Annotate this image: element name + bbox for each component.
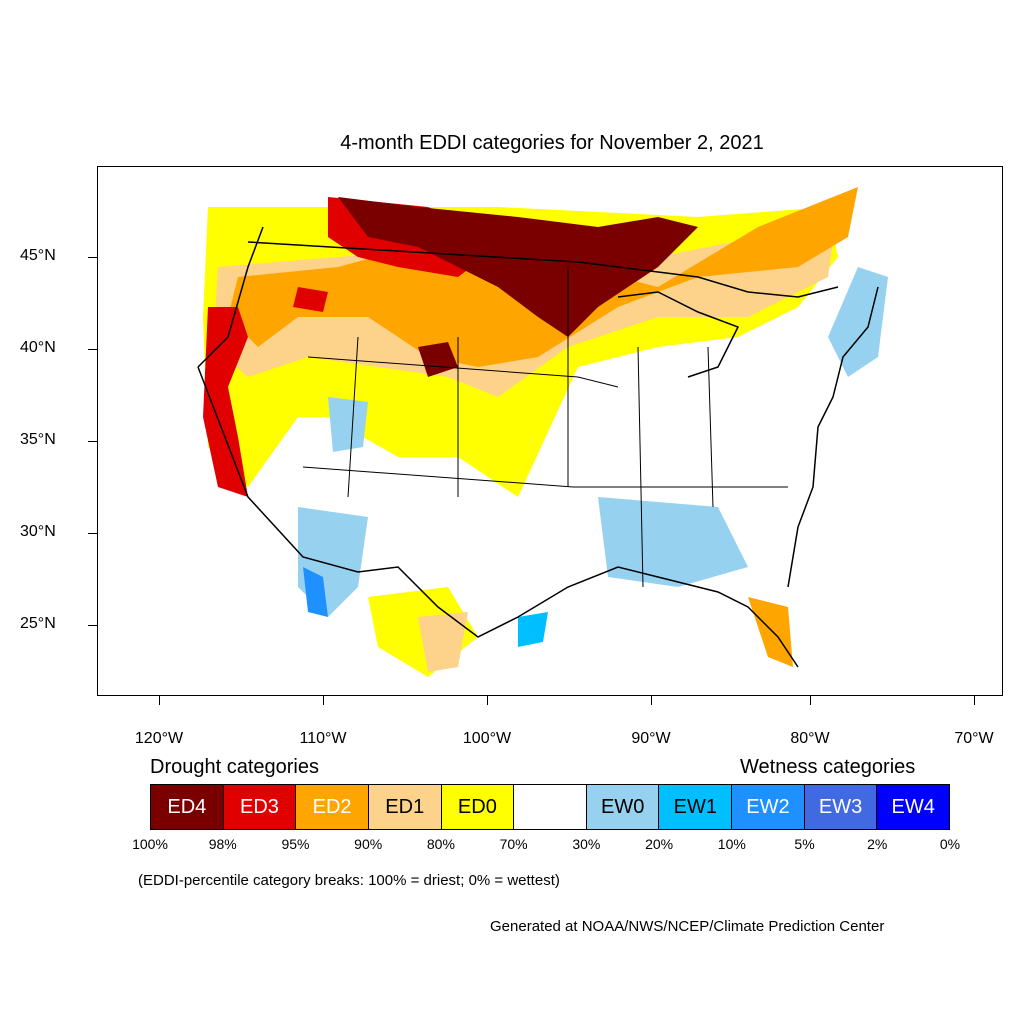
percentile-break-label: 0% (939, 836, 961, 852)
x-tick (974, 696, 975, 705)
category-legend: ED4 ED3 ED2 ED1 ED0 EW0 EW1 EW2 EW3 EW4 (150, 784, 950, 830)
legend-swatch-ew0: EW0 (586, 785, 660, 829)
percentile-break-label: 2% (867, 836, 888, 852)
legend-swatch-ew1: EW1 (659, 785, 733, 829)
ew0-area-northeast (828, 267, 888, 377)
ed1-area-south (418, 612, 468, 672)
drought-categories-title: Drought categories (150, 756, 319, 778)
legend-swatch-ed0: ED0 (441, 785, 515, 829)
x-label-100w: 100°W (462, 730, 512, 747)
y-label-25n: 25°N (20, 615, 56, 632)
ed3-area-west (203, 307, 248, 497)
category-note: (EDDI-percentile category breaks: 100% =… (138, 872, 560, 889)
y-tick (88, 349, 97, 350)
legend-swatch-ed2: ED2 (296, 785, 369, 829)
ew2-area-baja (303, 567, 328, 617)
percentile-break-label: 95% (281, 836, 310, 852)
percentile-break-label: 70% (499, 836, 528, 852)
y-label-45n: 45°N (20, 247, 56, 264)
y-label-40n: 40°N (20, 339, 56, 356)
legend-swatch-ed4: ED4 (151, 785, 224, 829)
ed3-area-nw (293, 287, 328, 312)
x-tick (487, 696, 488, 705)
percentile-break-label: 100% (132, 836, 168, 852)
x-tick (810, 696, 811, 705)
map-panel (97, 166, 1003, 696)
x-label-80w: 80°W (790, 730, 830, 747)
wetness-categories-title: Wetness categories (740, 756, 916, 778)
ed4-area-dakota (418, 342, 458, 377)
y-tick (88, 625, 97, 626)
x-label-70w: 70°W (954, 730, 994, 747)
x-tick (323, 696, 324, 705)
legend-swatch-ew3: EW3 (804, 785, 878, 829)
y-label-35n: 35°N (20, 431, 56, 448)
x-tick (651, 696, 652, 705)
y-tick (88, 441, 97, 442)
percentile-break-label: 98% (208, 836, 237, 852)
ew1-area-texas (518, 612, 548, 647)
percentile-break-label: 80% (426, 836, 455, 852)
y-tick (88, 257, 97, 258)
percentile-break-label: 10% (717, 836, 746, 852)
x-label-90w: 90°W (631, 730, 671, 747)
x-label-120w: 120°W (134, 730, 184, 747)
ed4-area (338, 197, 698, 337)
conus-map (197, 177, 888, 687)
ew0-area-mountain (328, 397, 368, 452)
map-title: 4-month EDDI categories for November 2, … (340, 132, 764, 154)
percentile-break-label: 90% (354, 836, 383, 852)
legend-swatch-normal (514, 785, 587, 829)
percentile-break-label: 5% (794, 836, 815, 852)
legend-swatch-ew2: EW2 (732, 785, 805, 829)
legend-swatch-ed1: ED1 (368, 785, 442, 829)
percentile-break-label: 20% (645, 836, 674, 852)
boundary-lines (197, 226, 879, 668)
percentile-break-label: 30% (572, 836, 601, 852)
y-tick (88, 533, 97, 534)
y-label-30n: 30°N (20, 523, 56, 540)
legend-swatch-ed3: ED3 (223, 785, 297, 829)
ed2-area-florida (748, 597, 793, 667)
x-tick (159, 696, 160, 705)
ew0-area-southeast (598, 497, 748, 587)
x-label-110w: 110°W (299, 730, 347, 747)
credit-line: Generated at NOAA/NWS/NCEP/Climate Predi… (490, 918, 885, 935)
legend-swatch-ew4: EW4 (877, 785, 950, 829)
